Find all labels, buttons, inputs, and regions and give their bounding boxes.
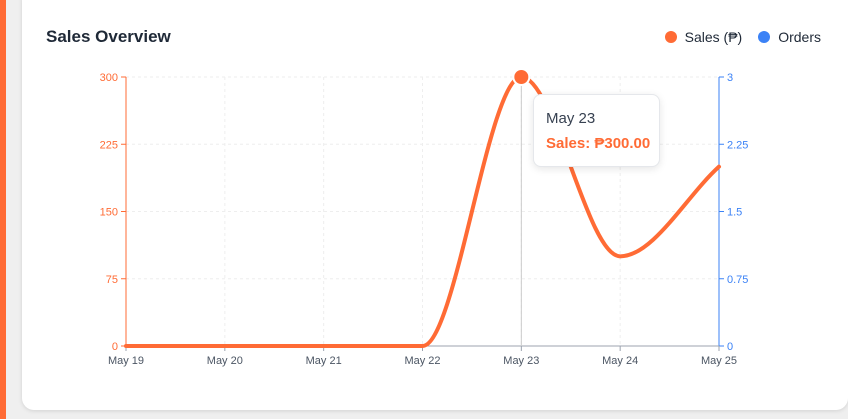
y-right-tick-label: 1.5	[727, 207, 742, 219]
x-tick-label: May 20	[207, 355, 243, 367]
tooltip-date: May 23	[546, 110, 647, 127]
tooltip-value: Sales: ₱300.00	[546, 135, 647, 152]
y-right-tick-label: 0	[727, 341, 733, 353]
x-tick-label: May 22	[404, 355, 440, 367]
y-left-tick-label: 150	[100, 207, 118, 219]
x-tick-label: May 23	[503, 355, 539, 367]
x-tick-label: May 24	[602, 355, 638, 367]
y-right-tick-label: 3	[727, 72, 733, 84]
y-left-tick-label: 0	[112, 341, 118, 353]
x-tick-label: May 19	[108, 355, 144, 367]
y-left-tick-label: 75	[106, 274, 118, 286]
y-right-tick-label: 2.25	[727, 139, 748, 151]
y-right-tick-label: 0.75	[727, 274, 748, 286]
chart-tooltip: May 23 Sales: ₱300.00	[533, 94, 660, 167]
sales-active-point	[513, 69, 529, 85]
y-left-tick-label: 225	[100, 139, 118, 151]
x-tick-label: May 21	[306, 355, 342, 367]
y-left-tick-label: 300	[100, 72, 118, 84]
x-tick-label: May 25	[701, 355, 737, 367]
